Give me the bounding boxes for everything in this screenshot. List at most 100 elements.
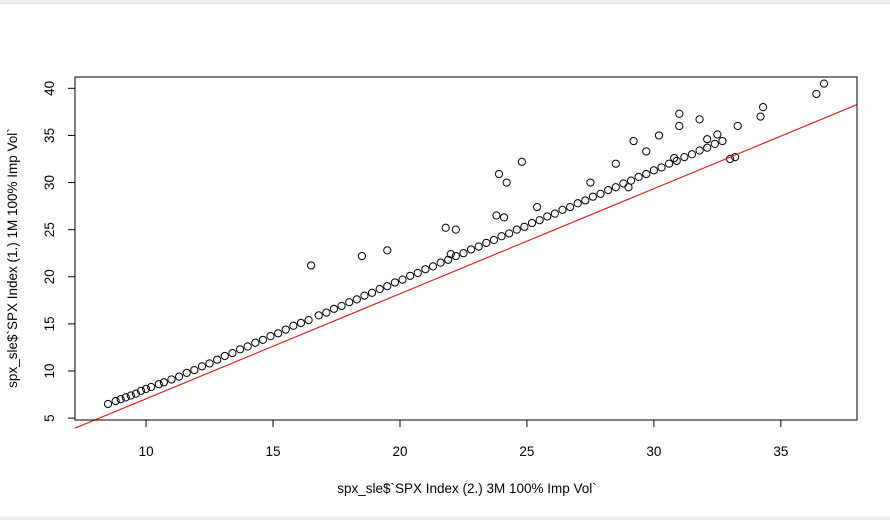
data-point <box>367 288 377 297</box>
y-tick-label: 35 <box>42 128 57 143</box>
x-tick-label: 20 <box>392 444 407 459</box>
data-point <box>205 359 214 368</box>
x-tick-label: 35 <box>773 444 788 459</box>
data-point <box>213 355 222 364</box>
data-point <box>383 246 392 255</box>
data-point <box>406 271 415 280</box>
data-point <box>812 89 821 99</box>
data-point <box>718 136 727 146</box>
data-point <box>733 121 742 131</box>
data-point <box>182 368 191 377</box>
data-point <box>642 147 651 156</box>
data-point <box>492 211 501 220</box>
data-point <box>672 156 681 165</box>
data-point <box>665 159 674 168</box>
data-point <box>565 202 575 212</box>
data-point <box>307 261 316 270</box>
data-point <box>756 112 765 121</box>
data-point <box>167 375 176 384</box>
data-point <box>543 212 552 221</box>
data-point <box>322 308 331 317</box>
data-point <box>675 109 684 118</box>
x-tick-label: 10 <box>139 444 154 459</box>
data-point <box>428 262 438 271</box>
data-point <box>758 103 768 112</box>
y-tick-label: 40 <box>42 81 57 96</box>
data-point <box>611 159 620 168</box>
y-tick-label: 30 <box>42 175 57 190</box>
data-point <box>446 250 455 259</box>
data-point <box>274 329 283 338</box>
data-point <box>687 150 697 159</box>
data-point <box>596 189 605 198</box>
data-point <box>586 178 595 187</box>
data-point <box>451 225 460 234</box>
data-point <box>337 301 346 311</box>
plot-area-frame <box>74 76 858 421</box>
data-point <box>103 399 113 409</box>
data-point <box>703 143 712 152</box>
data-point <box>505 229 514 238</box>
data-point <box>444 255 453 264</box>
data-point <box>517 157 526 166</box>
data-point <box>154 380 163 389</box>
data-point <box>713 130 722 139</box>
data-point <box>266 332 275 341</box>
y-tick-label: 20 <box>42 269 57 284</box>
data-point <box>116 395 125 404</box>
scatter-points-group <box>103 79 829 409</box>
data-point <box>604 185 613 195</box>
data-point <box>535 216 544 225</box>
data-point <box>670 153 679 163</box>
data-point <box>296 318 306 328</box>
data-point <box>502 178 511 187</box>
data-point <box>360 291 369 300</box>
data-point <box>695 115 704 124</box>
data-point <box>235 345 245 354</box>
x-axis-label: spx_sle$`SPX Index (2.) 3M 100% Imp Vol` <box>337 481 597 496</box>
data-point <box>619 179 628 188</box>
data-point <box>675 121 684 131</box>
data-point <box>482 238 491 247</box>
data-point <box>345 298 354 307</box>
data-point <box>441 223 450 232</box>
y-axis: 5 10 15 20 25 30 35 40 <box>42 81 75 422</box>
data-point <box>375 284 384 294</box>
y-axis-label: spx_sle$`SPX Index (1.) 1M 100% Imp Vol` <box>5 128 20 388</box>
x-tick-label: 15 <box>266 444 281 459</box>
y-tick-label: 10 <box>42 363 57 378</box>
data-point <box>251 338 260 347</box>
data-point <box>680 152 689 162</box>
data-point <box>520 222 529 231</box>
data-point <box>588 192 598 201</box>
x-axis: 10 15 20 25 30 35 <box>139 420 788 459</box>
data-point <box>190 365 199 375</box>
data-point <box>390 278 400 287</box>
data-point <box>281 325 290 334</box>
y-tick-label: 5 <box>42 414 57 422</box>
data-point <box>710 139 719 149</box>
window-bottom-edge <box>0 516 890 520</box>
data-point <box>703 135 712 144</box>
data-point <box>581 196 590 205</box>
data-point <box>657 163 666 172</box>
data-point <box>383 282 392 291</box>
data-point <box>111 397 120 406</box>
data-point <box>421 265 430 274</box>
data-point <box>499 213 509 222</box>
data-point <box>550 209 559 218</box>
data-point <box>289 321 298 330</box>
data-point <box>558 205 567 214</box>
data-point <box>451 251 460 261</box>
data-point <box>624 183 633 192</box>
data-point <box>634 172 643 181</box>
data-point <box>474 242 483 251</box>
data-point <box>228 348 237 358</box>
data-point <box>352 295 361 304</box>
data-point <box>131 389 141 398</box>
data-point <box>147 382 156 392</box>
x-tick-label: 25 <box>519 444 534 459</box>
data-point <box>497 232 506 241</box>
data-point <box>329 304 339 313</box>
